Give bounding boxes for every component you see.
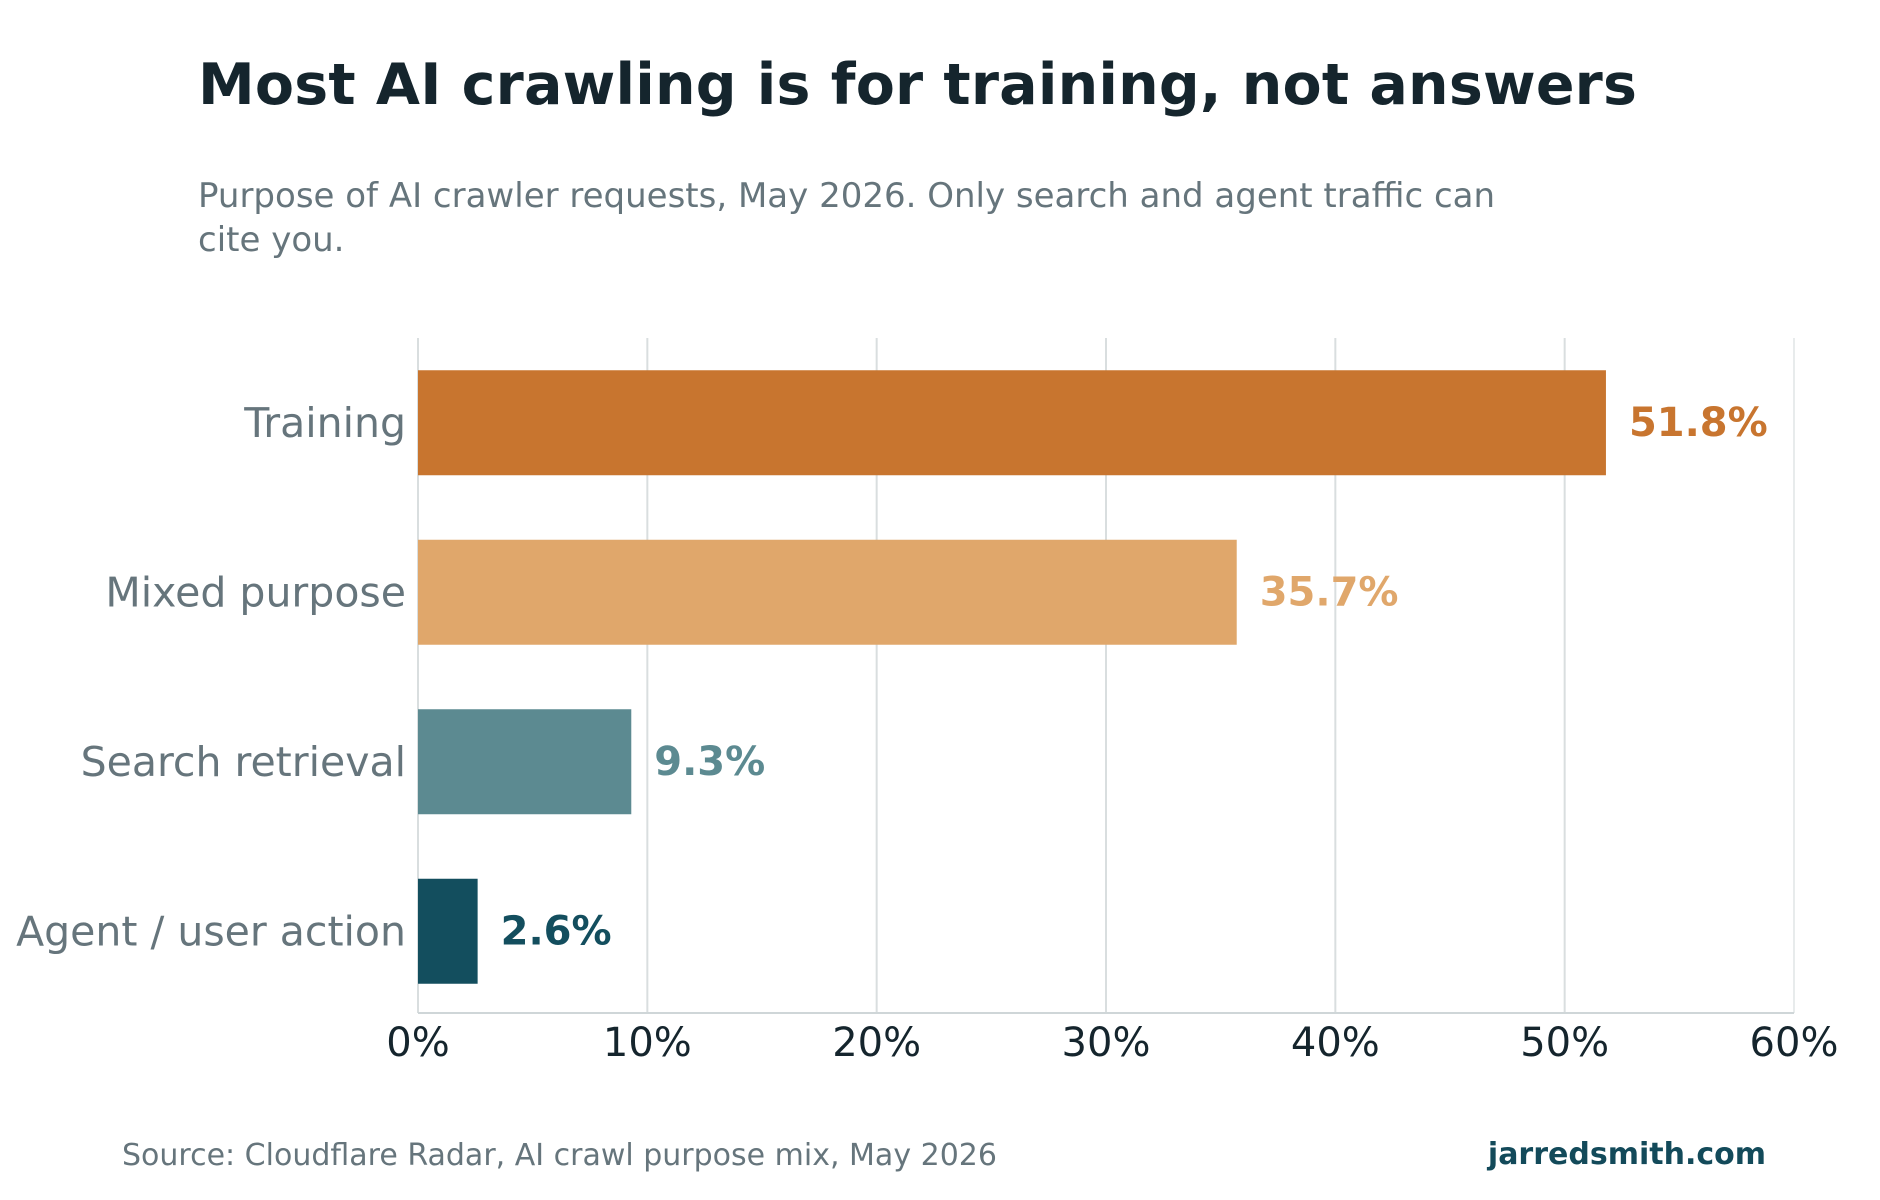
x-axis: 0% 10% 20% 30% 40% 50% 60% (386, 1012, 1839, 1066)
bar-mixed-purpose (418, 539, 1237, 645)
value-label: 51.8% (1629, 400, 1768, 446)
bars (418, 370, 1606, 984)
x-tick-label: 30% (1062, 1020, 1151, 1066)
bar-search-retrieval (418, 709, 632, 815)
value-label: 35.7% (1260, 569, 1399, 615)
category-label: Agent / user action (16, 907, 406, 955)
chart-subtitle: Purpose of AI crawler requests, May 2026… (198, 176, 1496, 260)
x-tick-label: 0% (386, 1020, 449, 1066)
category-label: Search retrieval (81, 738, 406, 786)
x-tick-label: 50% (1520, 1020, 1609, 1066)
value-label: 2.6% (501, 908, 612, 954)
bar-agent-user-action (418, 878, 478, 984)
source-note: Source: Cloudflare Radar, AI crawl purpo… (122, 1138, 997, 1173)
site-credit: jarredsmith.com (1487, 1137, 1766, 1172)
x-tick-label: 40% (1291, 1020, 1380, 1066)
value-label: 9.3% (654, 739, 765, 785)
category-label: Training (243, 399, 406, 447)
bar-training (418, 370, 1606, 476)
x-tick-label: 10% (603, 1020, 692, 1066)
x-tick-label: 20% (832, 1020, 921, 1066)
chart-title: Most AI crawling is for training, not an… (198, 52, 1638, 118)
labels: Training 51.8% Mixed purpose 35.7% Search re… (16, 399, 1768, 956)
category-label: Mixed purpose (105, 568, 406, 616)
x-tick-label: 60% (1750, 1020, 1839, 1066)
